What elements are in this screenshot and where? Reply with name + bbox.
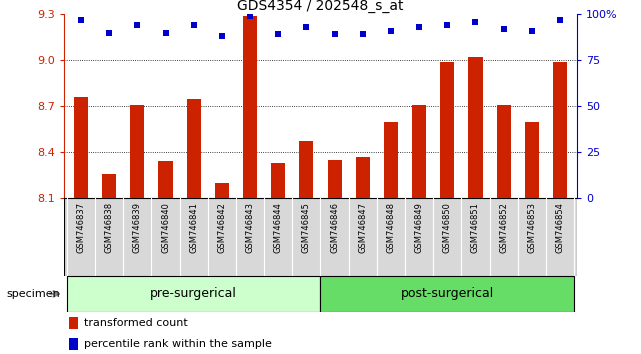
Text: pre-surgerical: pre-surgerical	[150, 287, 237, 300]
Text: GSM746837: GSM746837	[76, 202, 85, 253]
Point	[301, 24, 312, 30]
Bar	[187, 98, 201, 198]
Text: GSM746838: GSM746838	[104, 202, 113, 253]
Bar	[271, 163, 285, 198]
Text: GSM746846: GSM746846	[330, 202, 339, 253]
Text: GSM746847: GSM746847	[358, 202, 367, 253]
Bar	[320, 276, 574, 312]
Text: GSM746839: GSM746839	[133, 202, 142, 253]
Point	[273, 32, 283, 37]
Text: GSM746841: GSM746841	[189, 202, 198, 253]
Point	[414, 24, 424, 30]
Bar	[130, 105, 144, 198]
Text: GSM746842: GSM746842	[217, 202, 226, 253]
Bar	[158, 161, 172, 198]
Bar	[440, 62, 454, 198]
Point	[442, 22, 453, 28]
Text: post-surgerical: post-surgerical	[401, 287, 494, 300]
Bar	[412, 105, 426, 198]
Text: percentile rank within the sample: percentile rank within the sample	[83, 339, 271, 349]
Text: GSM746852: GSM746852	[499, 202, 508, 253]
Bar	[64, 198, 577, 276]
Point	[132, 22, 142, 28]
Text: GSM746843: GSM746843	[246, 202, 254, 253]
Text: GSM746848: GSM746848	[387, 202, 395, 253]
Bar	[74, 97, 88, 198]
Text: GSM746851: GSM746851	[471, 202, 480, 253]
Text: GSM746850: GSM746850	[443, 202, 452, 253]
Bar	[356, 157, 370, 198]
Point	[76, 17, 86, 23]
Point	[470, 19, 481, 24]
Bar	[102, 174, 116, 198]
Title: GDS4354 / 202548_s_at: GDS4354 / 202548_s_at	[237, 0, 404, 13]
Text: GSM746845: GSM746845	[302, 202, 311, 253]
Point	[217, 33, 227, 39]
Point	[329, 32, 340, 37]
Point	[188, 22, 199, 28]
Bar	[215, 183, 229, 198]
Point	[358, 32, 368, 37]
Bar	[67, 276, 320, 312]
Point	[104, 30, 114, 35]
Bar	[384, 121, 398, 198]
Bar	[69, 318, 78, 329]
Bar	[553, 62, 567, 198]
Point	[555, 17, 565, 23]
Text: specimen: specimen	[6, 289, 60, 299]
Bar	[328, 160, 342, 198]
Bar	[525, 121, 539, 198]
Text: transformed count: transformed count	[83, 318, 187, 329]
Text: GSM746853: GSM746853	[528, 202, 537, 253]
Text: GSM746840: GSM746840	[161, 202, 170, 253]
Point	[245, 13, 255, 19]
Text: GSM746849: GSM746849	[415, 202, 424, 253]
Bar	[299, 142, 313, 198]
Point	[499, 26, 509, 32]
Text: GSM746854: GSM746854	[556, 202, 565, 253]
Point	[160, 30, 171, 35]
Point	[386, 28, 396, 34]
Bar	[497, 105, 511, 198]
Text: GSM746844: GSM746844	[274, 202, 283, 253]
Point	[527, 28, 537, 34]
Bar	[69, 338, 78, 350]
Bar	[243, 16, 257, 198]
Bar	[469, 57, 483, 198]
